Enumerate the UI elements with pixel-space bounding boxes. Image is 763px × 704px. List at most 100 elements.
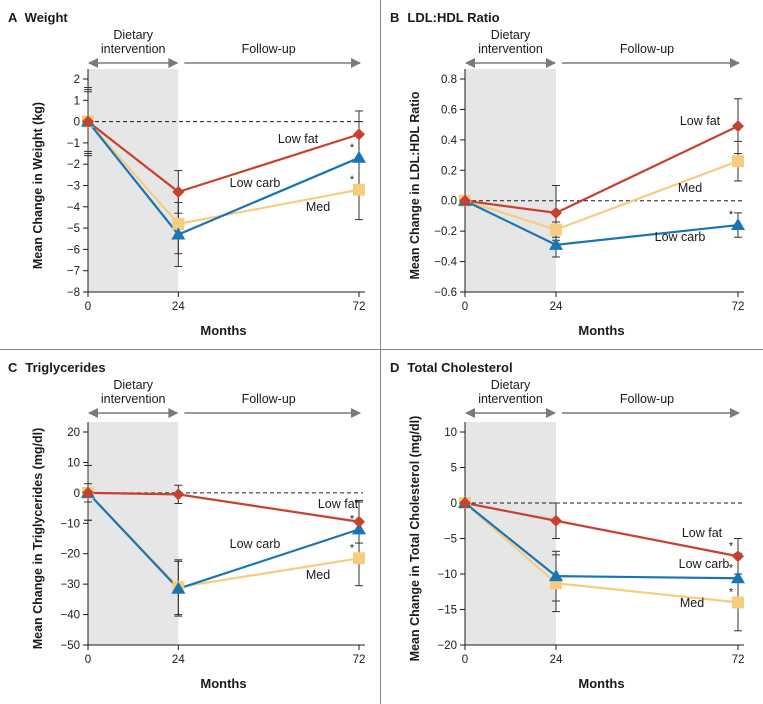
y-tick-label: −15 — [437, 605, 457, 617]
y-tick-label: 10 — [444, 427, 457, 439]
series-label-low-fat: Low fat — [278, 132, 319, 146]
y-axis-label: Mean Change in Weight (kg) — [31, 102, 45, 269]
x-tick-label: 24 — [172, 654, 185, 666]
y-tick-label: −20 — [437, 640, 457, 652]
diet-arrow-head-right — [168, 408, 179, 418]
data-point-low-fat — [353, 128, 365, 141]
y-tick-label: −2 — [67, 159, 80, 171]
data-point-low-fat — [459, 194, 471, 207]
y-tick-label: 0 — [74, 488, 80, 500]
intervention-shading — [88, 422, 179, 645]
series-label-low-fat: Low fat — [680, 114, 721, 128]
x-tick-label: 0 — [85, 301, 91, 313]
diet-arrow-head-left — [465, 58, 475, 68]
y-tick-label: −30 — [60, 579, 80, 591]
panel-letter: A — [8, 10, 18, 25]
phase-label-diet-line2: intervention — [478, 42, 543, 56]
panel-title-text: Triglycerides — [25, 360, 105, 375]
data-point-low-fat — [459, 497, 471, 509]
panel-title: C Triglycerides — [8, 360, 106, 375]
diet-arrow-head-left — [465, 408, 475, 418]
significance-star-med: * — [729, 586, 734, 598]
phase-label-diet-line2: intervention — [478, 392, 543, 406]
diet-arrow-head-right — [168, 58, 179, 68]
panel-title-text: Weight — [25, 10, 69, 25]
x-tick-label: 0 — [462, 301, 468, 313]
series-label-med: Med — [306, 200, 330, 214]
y-tick-label: −10 — [437, 569, 457, 581]
y-tick-label: 0 — [451, 498, 457, 510]
phase-label-followup: Follow-up — [620, 42, 674, 56]
diet-arrow-head-right — [546, 58, 556, 68]
data-point-med — [732, 596, 744, 609]
series-label-med: Med — [680, 596, 704, 610]
x-axis-label: Months — [578, 676, 624, 691]
x-tick-label: 72 — [732, 301, 745, 313]
x-tick-label: 72 — [353, 654, 366, 666]
x-tick-label: 24 — [550, 654, 563, 666]
data-point-low-fat — [550, 206, 562, 219]
y-tick-label: 0.6 — [441, 104, 457, 116]
horizontal-divider — [0, 349, 763, 350]
data-point-low-fat — [732, 120, 744, 133]
y-tick-label: 5 — [451, 463, 457, 475]
y-tick-label: 0.4 — [441, 135, 458, 147]
y-tick-label: 1 — [74, 95, 80, 107]
panel-title-text: LDL:HDL Ratio — [407, 10, 499, 25]
panel-title: D Total Cholesterol — [390, 360, 513, 375]
y-tick-label: 0.8 — [441, 74, 457, 86]
data-point-low-carb — [352, 150, 366, 163]
panel-title-text: Total Cholesterol — [407, 360, 512, 375]
x-axis-label: Months — [200, 323, 246, 338]
phase-label-diet-line1: Dietary — [491, 378, 531, 392]
x-tick-label: 24 — [172, 301, 185, 313]
panel-title: A Weight — [8, 10, 68, 25]
y-tick-label: −0.4 — [434, 257, 457, 269]
y-tick-label: −0.6 — [434, 287, 457, 299]
data-point-low-carb — [731, 571, 745, 584]
y-axis-label: Mean Change in LDL:HDL Ratio — [408, 91, 422, 279]
significance-star-low-carb: * — [729, 562, 734, 574]
data-point-low-carb — [549, 237, 563, 250]
y-tick-label: −0.2 — [434, 226, 457, 238]
data-point-med — [353, 183, 365, 196]
significance-star-med: * — [350, 542, 355, 554]
y-tick-label: −7 — [67, 266, 80, 278]
x-tick-label: 72 — [353, 301, 366, 313]
phase-label-diet-line1: Dietary — [113, 378, 153, 392]
phase-label-diet-line2: intervention — [101, 392, 166, 406]
x-axis-label: Months — [578, 323, 624, 338]
phase-label-diet-line2: intervention — [101, 42, 166, 56]
y-tick-label: −4 — [67, 202, 81, 214]
y-tick-label: 0 — [74, 117, 80, 129]
diet-arrow-head-left — [88, 58, 98, 68]
y-tick-label: −1 — [67, 138, 80, 150]
vertical-divider — [380, 0, 381, 704]
panel-title: B LDL:HDL Ratio — [390, 10, 500, 25]
series-label-low-carb: Low carb — [230, 537, 281, 551]
followup-arrow-head-right — [351, 408, 361, 418]
series-label-low-carb: Low carb — [230, 176, 281, 190]
y-tick-label: 20 — [67, 427, 80, 439]
data-point-low-fat — [732, 550, 744, 563]
data-point-low-carb — [171, 581, 186, 594]
phase-label-diet-line1: Dietary — [113, 28, 153, 42]
data-point-low-carb — [171, 227, 186, 240]
y-tick-label: 0.0 — [441, 196, 457, 208]
y-tick-label: 2 — [74, 74, 80, 86]
phase-label-followup: Follow-up — [242, 42, 296, 56]
data-point-low-fat — [82, 115, 94, 128]
data-point-low-fat — [172, 185, 185, 198]
x-tick-label: 0 — [462, 654, 468, 666]
y-tick-label: −20 — [60, 549, 80, 561]
followup-arrow-head-right — [730, 58, 740, 68]
followup-arrow-head-right — [351, 58, 361, 68]
series-label-low-fat: Low fat — [682, 526, 723, 540]
data-point-med — [550, 223, 562, 236]
y-tick-label: −40 — [60, 610, 80, 622]
